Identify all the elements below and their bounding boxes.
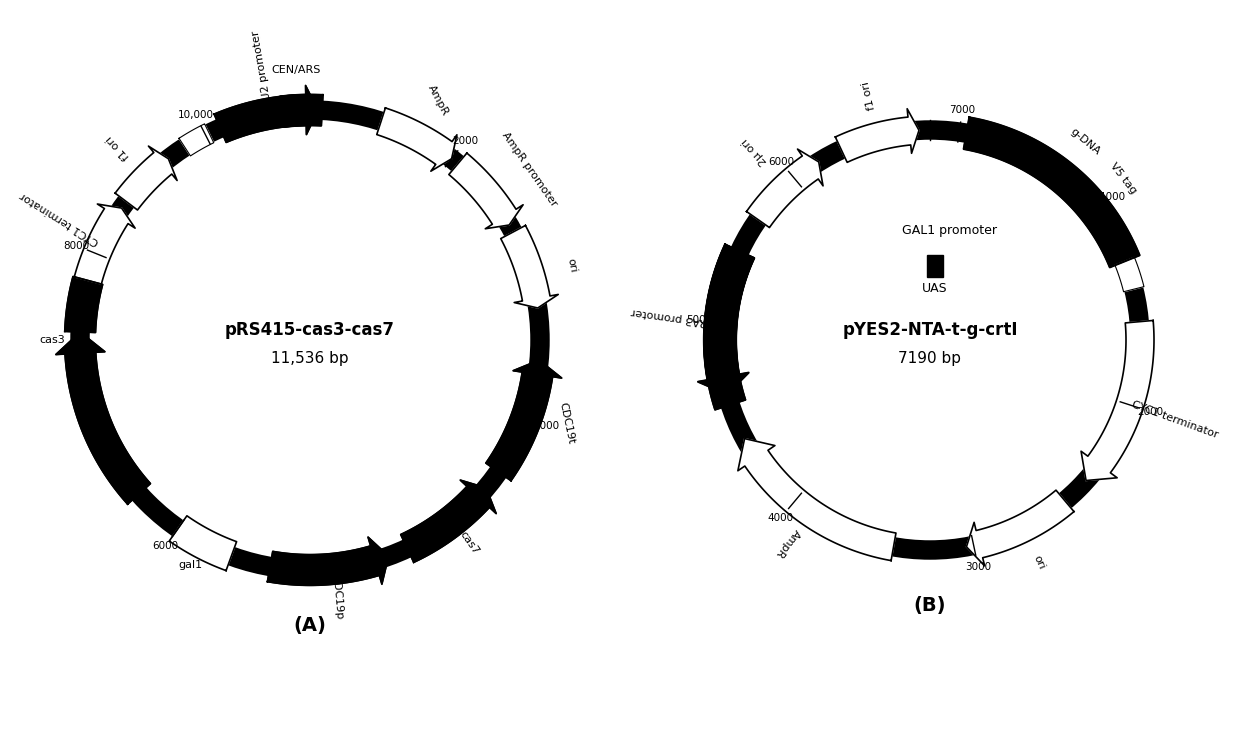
Text: LEU2 promoter: LEU2 promoter [250, 30, 275, 114]
Text: 2000: 2000 [1137, 407, 1163, 417]
Polygon shape [214, 86, 318, 143]
Text: 2000: 2000 [452, 136, 478, 146]
Text: AmpR: AmpR [425, 83, 450, 117]
Text: AmpR: AmpR [773, 527, 802, 559]
Polygon shape [835, 109, 919, 163]
Text: 1000: 1000 [1100, 193, 1126, 202]
Text: 11,536 bp: 11,536 bp [271, 351, 349, 365]
Polygon shape [501, 225, 559, 308]
Text: cas7: cas7 [457, 530, 481, 557]
Text: 8000: 8000 [63, 241, 89, 250]
Polygon shape [170, 516, 237, 571]
Text: pYES2-NTA-t-g-crtI: pYES2-NTA-t-g-crtI [843, 321, 1017, 339]
Text: 7000: 7000 [949, 105, 975, 115]
Polygon shape [178, 124, 214, 156]
Text: V5 tag: V5 tag [1108, 160, 1139, 195]
Text: 5000: 5000 [686, 315, 712, 325]
Text: UAS: UAS [922, 282, 948, 295]
Text: 6000: 6000 [768, 157, 794, 168]
Text: 10,000: 10,000 [177, 111, 213, 121]
Text: 4000: 4000 [534, 421, 560, 431]
Polygon shape [400, 480, 497, 562]
Text: gal1: gal1 [178, 560, 202, 570]
Polygon shape [964, 117, 1140, 267]
Polygon shape [74, 204, 135, 284]
Text: (A): (A) [294, 616, 326, 635]
Text: URA3 promoter: URA3 promoter [631, 307, 716, 329]
Text: GAL1 promoter: GAL1 promoter [902, 224, 997, 237]
Polygon shape [64, 277, 103, 332]
Text: f1 ori: f1 ori [861, 81, 877, 111]
Text: CDC19t: CDC19t [558, 402, 576, 445]
Polygon shape [115, 146, 177, 210]
Polygon shape [56, 332, 150, 504]
Text: 6000: 6000 [152, 542, 178, 551]
Polygon shape [1115, 258, 1144, 292]
Text: CYC1 terminator: CYC1 terminator [19, 190, 102, 247]
Polygon shape [738, 438, 896, 561]
Text: (B): (B) [913, 596, 947, 614]
Text: 7190 bp: 7190 bp [898, 351, 961, 365]
Text: ori: ori [1031, 554, 1046, 572]
Text: pRS415-cas3-cas7: pRS415-cas3-cas7 [225, 321, 395, 339]
Polygon shape [704, 244, 755, 410]
Text: 3000: 3000 [965, 562, 991, 572]
Text: 2μ ori: 2μ ori [740, 136, 768, 167]
Text: CEN/ARS: CEN/ARS [271, 65, 321, 75]
Text: CYC1 terminator: CYC1 terminator [1131, 400, 1220, 440]
Text: 4000: 4000 [768, 512, 794, 523]
Polygon shape [486, 360, 561, 481]
Polygon shape [747, 149, 823, 228]
Bar [927, 255, 943, 277]
Polygon shape [268, 537, 389, 586]
Polygon shape [377, 108, 457, 171]
Text: cas3: cas3 [40, 335, 64, 345]
Text: AmpR promoter: AmpR promoter [499, 130, 559, 208]
Text: g-DNA: g-DNA [1068, 126, 1101, 157]
Polygon shape [1082, 321, 1154, 480]
Text: CDC19p: CDC19p [330, 574, 344, 619]
Text: ori: ori [565, 257, 577, 273]
Polygon shape [280, 94, 323, 127]
Polygon shape [698, 244, 755, 395]
Polygon shape [715, 258, 745, 299]
Polygon shape [966, 490, 1074, 566]
Polygon shape [449, 153, 523, 229]
Text: f1 ori: f1 ori [104, 134, 131, 162]
